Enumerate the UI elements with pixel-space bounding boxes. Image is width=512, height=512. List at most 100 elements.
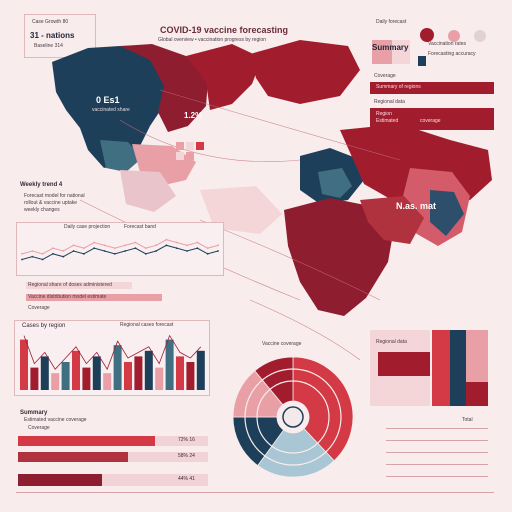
coverage-donut bbox=[232, 356, 354, 478]
header-circle-2[interactable] bbox=[448, 30, 460, 42]
line-point bbox=[72, 250, 75, 252]
line-point bbox=[134, 241, 137, 244]
map-north-america-east bbox=[120, 44, 208, 132]
map-middle-east bbox=[360, 196, 424, 244]
line-point bbox=[31, 250, 34, 252]
right-box-text-2: Estimated bbox=[376, 118, 399, 124]
line-point bbox=[217, 250, 219, 252]
donut-title: Vaccine coverage bbox=[262, 341, 302, 347]
line-point bbox=[21, 258, 23, 261]
line-point bbox=[82, 247, 85, 250]
line-chart-title: Daily case projection bbox=[64, 224, 111, 230]
line-point bbox=[52, 247, 54, 250]
line-point bbox=[186, 244, 188, 247]
left-panel-line-2: rollout & vaccine uptake bbox=[24, 200, 78, 206]
bar bbox=[51, 373, 60, 390]
line-point bbox=[21, 252, 23, 255]
right-block-b bbox=[450, 330, 466, 406]
note-2: Vaccine distribution model estimate bbox=[28, 294, 107, 300]
progress-heading: Summary bbox=[20, 410, 48, 416]
donut-center bbox=[282, 406, 304, 428]
line-point bbox=[206, 247, 209, 250]
bar bbox=[113, 345, 122, 390]
line-point bbox=[41, 258, 44, 261]
map-north-america bbox=[52, 46, 168, 168]
donut-ring bbox=[244, 368, 342, 466]
line-point bbox=[206, 252, 209, 255]
line-point bbox=[52, 252, 54, 255]
left-panel-line-1: Forecast model for national bbox=[24, 193, 85, 199]
right-legend-swatch-1 bbox=[372, 40, 392, 64]
americas-note: vaccinated share bbox=[92, 107, 130, 113]
progress-value-1: 72% 16 bbox=[178, 437, 195, 443]
line-series-2 bbox=[21, 239, 219, 255]
bar bbox=[176, 356, 184, 390]
bar bbox=[134, 356, 143, 390]
bar-chart-subtitle: Regional cases forecast bbox=[120, 322, 174, 328]
line-point bbox=[155, 244, 158, 247]
right-legend-title: Summary bbox=[372, 43, 409, 52]
header-circle-3[interactable] bbox=[474, 30, 486, 42]
right-block-crimson bbox=[378, 352, 430, 376]
left-panel-heading: Weekly trend 4 bbox=[20, 182, 63, 188]
progress-sub: Estimated vaccine coverage bbox=[24, 417, 87, 423]
line-point bbox=[165, 238, 168, 241]
bottom-divider bbox=[16, 492, 494, 493]
donut-slice bbox=[254, 356, 294, 406]
map-india bbox=[430, 190, 464, 236]
line-point bbox=[186, 250, 188, 252]
line-point bbox=[93, 247, 96, 250]
note-bar-2 bbox=[26, 294, 162, 301]
line-point bbox=[113, 252, 116, 255]
bar bbox=[72, 350, 80, 390]
map-europe-north bbox=[186, 44, 262, 110]
note-bar-1 bbox=[26, 282, 132, 289]
header-left-frame bbox=[24, 14, 96, 58]
asia-label: N.as. mat bbox=[396, 201, 437, 211]
line-point bbox=[175, 247, 178, 250]
line-point bbox=[144, 247, 147, 250]
map-russia bbox=[250, 40, 360, 104]
line-point bbox=[196, 247, 199, 250]
line-point bbox=[217, 244, 219, 247]
bar bbox=[82, 367, 91, 390]
page-title: COVID-19 vaccine forecasting bbox=[160, 25, 289, 35]
progress-fill-1 bbox=[18, 436, 155, 446]
line-chart bbox=[21, 238, 219, 261]
map-europe-south bbox=[318, 168, 352, 198]
right-block-d bbox=[466, 382, 488, 406]
progress-fill-3 bbox=[18, 474, 102, 486]
right-section-bar bbox=[370, 82, 494, 94]
header-circle-1[interactable] bbox=[420, 28, 434, 42]
map-africa bbox=[284, 198, 394, 316]
right-bottom-label: Total bbox=[462, 417, 473, 423]
line-point bbox=[31, 255, 34, 258]
progress-value-3: 44% 41 bbox=[178, 476, 195, 482]
bar-chart-title: Cases by region bbox=[22, 323, 66, 329]
right-block-c bbox=[466, 330, 488, 382]
right-bottom-line-1 bbox=[386, 428, 488, 429]
right-legend-row-2: Forecasting accuracy bbox=[428, 51, 476, 57]
right-bottom-line-2 bbox=[386, 440, 488, 441]
line-point bbox=[196, 241, 199, 244]
map-central-america bbox=[100, 140, 142, 172]
right-bottom-line-3 bbox=[386, 452, 488, 453]
line-chart-legend: Forecast band bbox=[124, 224, 156, 230]
line-point bbox=[41, 252, 44, 255]
note-1: Regional share of doses administered bbox=[28, 282, 112, 288]
bar bbox=[40, 356, 49, 390]
line-point bbox=[72, 244, 75, 247]
bar bbox=[20, 339, 28, 390]
right-bottom-line-5 bbox=[386, 476, 488, 477]
line-point bbox=[62, 250, 65, 252]
bar bbox=[61, 362, 70, 390]
line-point bbox=[124, 250, 127, 252]
right-box-text-3: coverage bbox=[420, 118, 441, 124]
left-code: Case Growth 80 bbox=[32, 19, 69, 25]
line-point bbox=[155, 250, 158, 252]
right-box-text-1: Region bbox=[376, 111, 392, 117]
bar bbox=[92, 356, 101, 390]
right-section-label: Coverage bbox=[374, 73, 396, 79]
right-mini-icon bbox=[418, 56, 426, 66]
left-big-value: 31 - nations bbox=[30, 31, 75, 40]
